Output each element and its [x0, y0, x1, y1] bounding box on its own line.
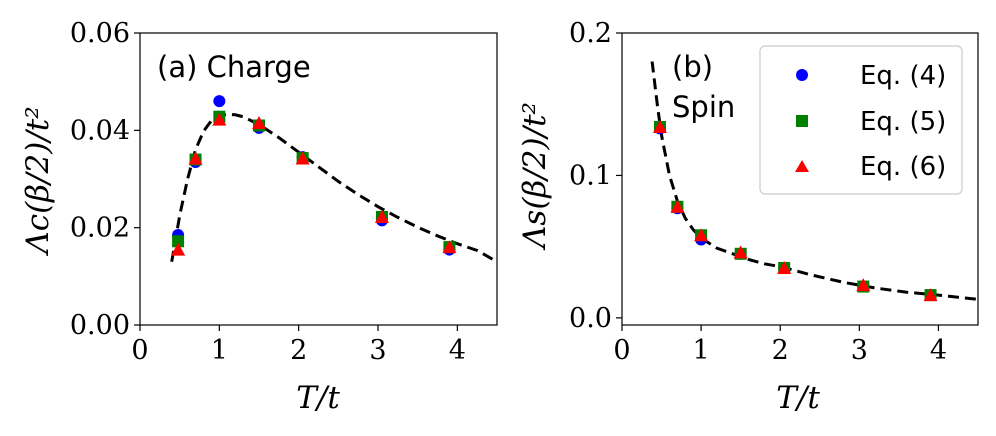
x-tick-label: 4 — [930, 335, 947, 366]
triangle-marker — [442, 240, 457, 254]
panel-b-frame — [621, 32, 979, 326]
x-tick-label: 0 — [613, 335, 630, 366]
triangle-marker — [856, 278, 871, 292]
triangle-marker — [188, 151, 203, 165]
panel-b-annotation-spin: Spin — [672, 90, 735, 124]
y-tick-label: 0.06 — [70, 18, 130, 49]
x-tick-label: 0 — [131, 335, 148, 366]
panel-a-annotation: (a) Charge — [157, 50, 311, 84]
x-tick-label: 4 — [449, 335, 466, 366]
y-tick-label: 0.04 — [70, 115, 130, 146]
panel-b-ylabel: Λs(β/2)/t² — [517, 102, 553, 251]
panel-a-xlabel: T/t — [296, 380, 340, 416]
panel-a-frame — [139, 32, 498, 326]
panel-a-fit-curve — [170, 112, 498, 264]
triangle-marker — [670, 199, 685, 213]
panel-b-annotation-label: (b) — [672, 50, 713, 84]
fit-curve — [650, 61, 979, 301]
legend-label-eq4: Eq. (4) — [860, 61, 946, 91]
triangle-marker — [295, 151, 310, 165]
legend-marker-eq5 — [796, 115, 808, 127]
triangle-marker — [777, 261, 792, 275]
triangle-marker — [694, 228, 709, 242]
x-tick-label: 1 — [693, 335, 710, 366]
x-tick-label: 3 — [369, 335, 386, 366]
panel-a-charge: 0 1 2 3 4 0.00 0.02 0.04 0.06 (a) Charge T/t Λc(… — [20, 18, 498, 416]
triangle-marker — [252, 116, 266, 130]
y-tick-label: 0.2 — [569, 18, 612, 49]
y-tick-label: 0.00 — [70, 310, 130, 341]
legend-marker-eq6 — [795, 160, 809, 172]
panel-b-xlabel: T/t — [776, 380, 820, 416]
legend-box — [759, 45, 963, 195]
panel-a-markers — [171, 95, 457, 256]
triangle-marker — [171, 242, 186, 256]
panel-b-markers — [652, 120, 938, 302]
legend: Eq. (4) Eq. (5) Eq. (6) — [759, 45, 963, 195]
y-tick-label: 0.1 — [569, 160, 612, 191]
legend-label-eq6: Eq. (6) — [860, 152, 946, 182]
x-tick-label: 3 — [851, 335, 868, 366]
triangle-marker — [212, 112, 227, 126]
panel-b-spin: 0 1 2 3 4 0.0 0.1 0.2 (b) Spin T/t Λs(β/2)/t² E… — [517, 18, 979, 416]
panel-b-fit-curve — [650, 61, 979, 301]
x-tick-label: 2 — [772, 335, 789, 366]
panel-a-axes: 0 1 2 3 4 0.00 0.02 0.04 0.06 — [70, 18, 498, 366]
triangle-marker — [923, 288, 938, 302]
square-marker — [172, 235, 185, 248]
x-tick-label: 1 — [211, 335, 228, 366]
legend-label-eq5: Eq. (5) — [860, 107, 946, 137]
triangle-marker — [733, 245, 748, 259]
triangle-marker — [374, 209, 389, 223]
y-tick-label: 0.02 — [70, 213, 130, 244]
panel-a-ylabel: Λc(β/2)/t² — [20, 106, 56, 256]
triangle-marker — [652, 120, 667, 134]
y-tick-label: 0.0 — [569, 303, 612, 334]
panel-b-axes: 0 1 2 3 4 0.0 0.1 0.2 — [569, 18, 979, 366]
legend-marker-eq4 — [796, 69, 808, 81]
circle-marker — [213, 95, 226, 108]
x-tick-label: 2 — [290, 335, 307, 366]
fit-curve — [170, 112, 498, 264]
